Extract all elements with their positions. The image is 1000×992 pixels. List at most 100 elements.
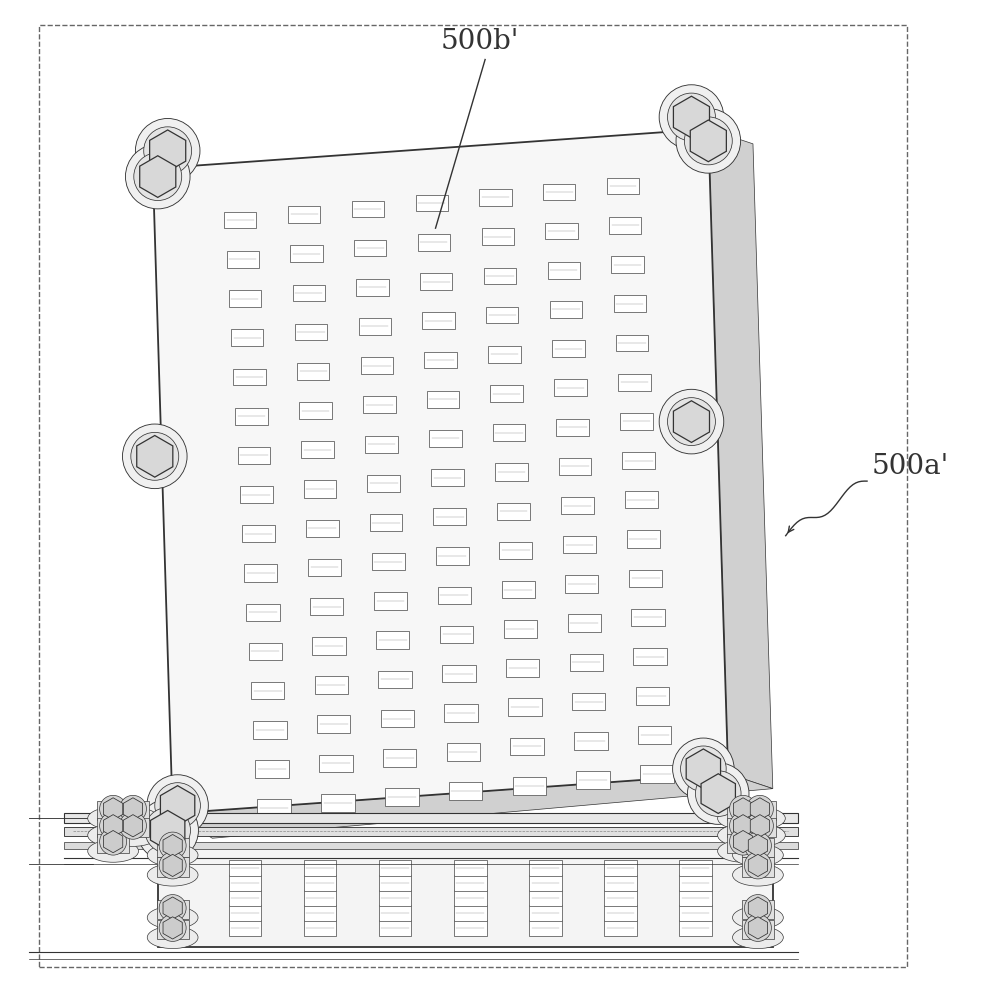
Bar (253, 721, 287, 739)
Bar (227, 251, 259, 268)
Bar (679, 920, 712, 935)
Circle shape (125, 144, 190, 209)
Bar (484, 268, 516, 285)
Bar (363, 397, 396, 414)
Bar (229, 291, 261, 307)
Bar (611, 256, 644, 273)
Bar (97, 801, 129, 820)
Bar (229, 875, 261, 891)
Bar (379, 860, 411, 876)
Bar (552, 340, 585, 357)
Bar (508, 698, 542, 716)
Circle shape (159, 895, 186, 922)
Circle shape (744, 915, 771, 941)
Bar (304, 480, 336, 498)
Bar (640, 766, 674, 784)
Bar (633, 648, 667, 666)
Bar (372, 554, 405, 570)
Bar (431, 469, 464, 486)
Bar (727, 833, 759, 853)
Circle shape (145, 807, 190, 853)
Bar (238, 447, 270, 464)
Bar (742, 920, 774, 939)
Circle shape (159, 852, 186, 879)
Bar (454, 905, 487, 921)
Ellipse shape (718, 807, 768, 829)
Circle shape (687, 763, 749, 824)
Circle shape (681, 746, 726, 792)
Circle shape (676, 108, 741, 174)
Bar (607, 178, 639, 194)
Bar (420, 273, 452, 290)
Bar (157, 837, 189, 857)
Ellipse shape (735, 807, 785, 829)
Circle shape (730, 812, 757, 839)
Bar (614, 296, 646, 312)
Polygon shape (750, 798, 770, 820)
Polygon shape (748, 854, 768, 877)
Polygon shape (150, 810, 185, 850)
Bar (242, 525, 275, 543)
Bar (488, 346, 521, 363)
Polygon shape (103, 814, 123, 837)
Bar (240, 486, 273, 503)
Bar (310, 598, 343, 615)
Ellipse shape (108, 807, 158, 829)
Bar (304, 920, 336, 935)
Bar (679, 875, 712, 891)
Bar (574, 732, 608, 750)
Bar (361, 357, 393, 374)
Bar (308, 558, 341, 576)
Bar (444, 704, 478, 722)
Circle shape (134, 153, 182, 200)
Bar (429, 430, 462, 447)
Polygon shape (733, 830, 753, 853)
Circle shape (684, 117, 732, 165)
Bar (679, 860, 712, 876)
Circle shape (730, 828, 757, 855)
Circle shape (144, 127, 192, 175)
Bar (570, 654, 603, 672)
Bar (679, 890, 712, 906)
Bar (440, 626, 473, 643)
Ellipse shape (147, 864, 198, 886)
Polygon shape (103, 830, 123, 853)
Bar (510, 738, 544, 755)
Text: 500b': 500b' (441, 28, 519, 55)
Polygon shape (123, 798, 143, 820)
Polygon shape (701, 774, 735, 813)
Bar (447, 743, 480, 761)
Bar (117, 817, 149, 837)
Bar (379, 875, 411, 891)
Bar (297, 363, 329, 380)
Bar (479, 189, 512, 205)
Bar (609, 217, 641, 234)
Bar (568, 614, 601, 632)
Polygon shape (708, 129, 773, 789)
Bar (529, 890, 562, 906)
Circle shape (131, 433, 179, 480)
Bar (561, 497, 594, 514)
Polygon shape (140, 156, 176, 197)
Ellipse shape (733, 907, 783, 929)
Bar (604, 875, 637, 891)
Bar (321, 794, 355, 811)
Bar (64, 842, 798, 849)
Bar (604, 860, 637, 876)
Bar (559, 457, 591, 475)
Bar (117, 801, 149, 820)
Bar (629, 569, 662, 587)
Bar (39, 25, 907, 967)
Bar (288, 206, 320, 222)
Bar (436, 548, 469, 564)
Bar (636, 687, 669, 704)
Polygon shape (748, 897, 768, 920)
Bar (97, 833, 129, 853)
Bar (433, 508, 466, 526)
Circle shape (122, 424, 187, 489)
Bar (490, 385, 523, 402)
Bar (622, 452, 655, 469)
Bar (625, 491, 658, 509)
Bar (454, 875, 487, 891)
Bar (744, 817, 776, 837)
